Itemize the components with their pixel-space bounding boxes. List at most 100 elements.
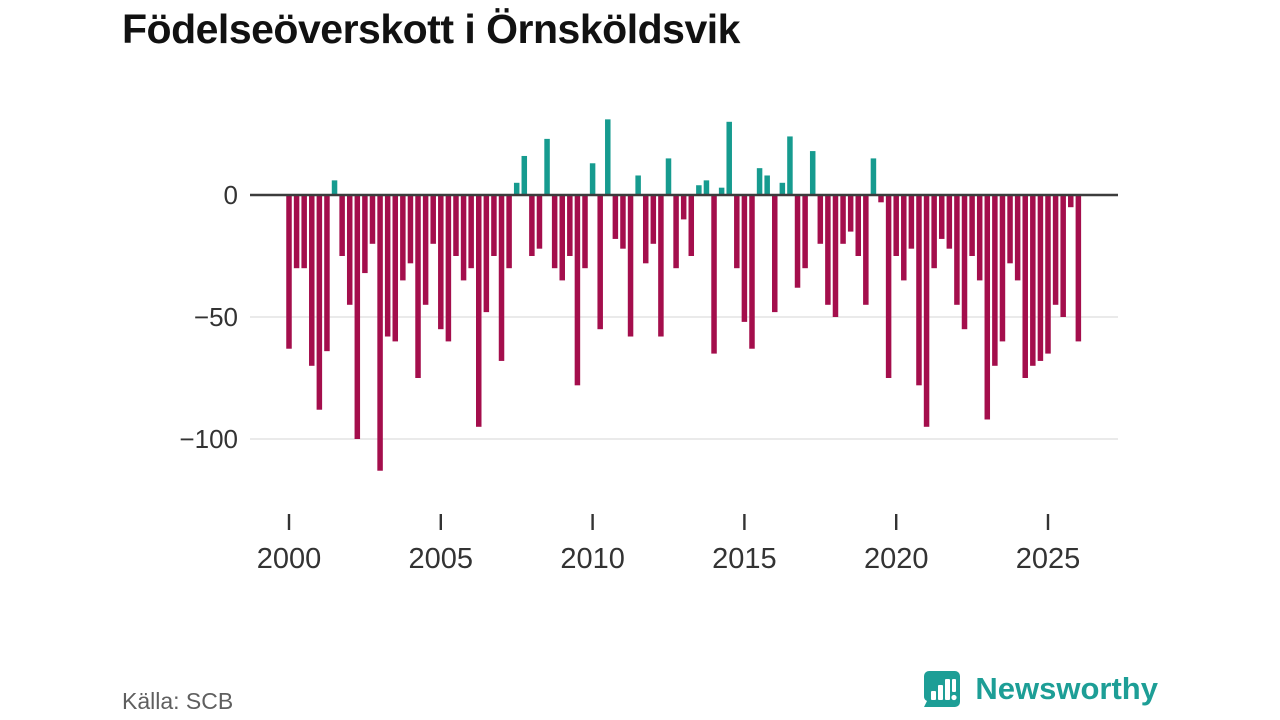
- bar-negative: [1014, 195, 1021, 281]
- x-axis-label: 2000: [257, 543, 322, 575]
- bar-positive: [764, 175, 770, 195]
- bar-negative: [1068, 195, 1074, 208]
- bar-negative: [976, 195, 983, 281]
- bar-positive: [779, 182, 786, 195]
- bar-negative: [688, 195, 695, 256]
- bar-positive: [513, 182, 520, 195]
- x-axis-label: 2020: [864, 543, 929, 575]
- bar-positive: [726, 121, 732, 195]
- bar-negative: [506, 195, 512, 269]
- source-note: Källa: SCB: [122, 688, 234, 714]
- bar-negative: [620, 195, 626, 249]
- bar-positive: [331, 180, 338, 195]
- x-axis-label: 2010: [560, 543, 625, 575]
- bar-negative: [1045, 195, 1051, 354]
- brand-logo: Newsworthy: [921, 668, 1158, 710]
- bar-negative: [468, 195, 474, 269]
- bar-positive: [665, 158, 672, 195]
- bar-negative: [908, 195, 915, 249]
- bar-negative: [1075, 195, 1082, 342]
- bar-negative: [293, 195, 300, 269]
- bar-negative: [658, 195, 664, 337]
- bar-negative: [362, 195, 368, 274]
- bar-negative: [984, 195, 991, 420]
- bar-negative: [422, 195, 429, 305]
- chart-title: Födelseöverskott i Örnsköldsvik: [122, 6, 740, 52]
- bar-negative: [582, 195, 588, 269]
- bar-negative: [954, 195, 960, 305]
- bar-negative: [749, 195, 755, 349]
- bar-negative: [354, 195, 361, 439]
- bar-negative: [483, 195, 490, 313]
- bar-positive: [787, 136, 793, 195]
- bar-negative: [711, 195, 717, 354]
- y-axis-label: −50: [194, 302, 238, 332]
- bar-negative: [794, 195, 801, 288]
- bar-negative: [1052, 195, 1059, 305]
- bar-negative: [536, 195, 543, 249]
- bar-negative: [407, 195, 414, 264]
- bar-negative: [885, 195, 892, 378]
- bar-negative: [832, 195, 839, 317]
- bar-positive: [756, 168, 763, 195]
- bar-negative: [369, 195, 376, 244]
- bar-negative: [650, 195, 657, 244]
- bar-negative: [680, 195, 687, 220]
- bar-negative: [931, 195, 937, 269]
- bar-negative: [741, 195, 748, 322]
- bar-negative: [438, 195, 444, 330]
- bar-negative: [961, 195, 968, 330]
- bar-negative: [597, 195, 603, 330]
- bar-negative: [642, 195, 649, 264]
- bar-negative: [324, 195, 330, 352]
- bar-negative: [817, 195, 824, 244]
- bar-positive: [870, 158, 877, 195]
- bar-negative: [612, 195, 619, 239]
- bar-negative: [627, 195, 634, 337]
- bar-negative: [901, 195, 907, 281]
- bar-negative: [772, 195, 778, 313]
- brand-name: Newsworthy: [975, 671, 1158, 706]
- bar-negative: [445, 195, 452, 342]
- bar-negative: [840, 195, 846, 244]
- bar-negative: [969, 195, 975, 256]
- bar-negative: [574, 195, 581, 386]
- bar-negative: [1030, 195, 1036, 366]
- bar-negative: [559, 195, 565, 281]
- bar-negative: [999, 195, 1006, 342]
- bar-positive: [809, 151, 816, 195]
- bar-positive: [635, 175, 641, 195]
- bar-negative: [938, 195, 945, 239]
- bar-chart-speech-bubble-icon: [921, 668, 963, 710]
- bar-positive: [718, 187, 725, 195]
- bar-negative: [476, 195, 482, 427]
- bar-negative: [673, 195, 679, 269]
- bar-negative: [301, 195, 307, 269]
- bar-negative: [286, 195, 292, 349]
- bar-negative: [400, 195, 406, 281]
- bar-negative: [734, 195, 740, 269]
- birth-surplus-bar-chart: 0 −50 −100 2000 2005 2010 2015 2020 2025: [179, 119, 1118, 575]
- x-axis-label: 2005: [409, 543, 474, 575]
- bar-negative: [392, 195, 399, 342]
- bar-negative: [1022, 195, 1028, 378]
- bar-negative: [567, 195, 573, 256]
- bar-negative: [923, 195, 930, 427]
- bar-negative: [916, 195, 922, 386]
- bar-negative: [1007, 195, 1013, 264]
- y-axis-label: −100: [179, 424, 238, 454]
- bar-negative: [863, 195, 869, 305]
- bar-negative: [878, 195, 884, 203]
- bar-positive: [544, 138, 550, 195]
- bar-negative: [384, 195, 391, 337]
- bar-positive: [703, 180, 710, 195]
- bar-negative: [377, 195, 383, 471]
- y-axis-label: 0: [224, 180, 238, 210]
- bar-negative: [498, 195, 505, 361]
- bar-negative: [453, 195, 459, 256]
- bar-negative: [339, 195, 345, 256]
- bar-negative: [551, 195, 558, 269]
- bar-negative: [802, 195, 808, 269]
- bar-negative: [893, 195, 899, 256]
